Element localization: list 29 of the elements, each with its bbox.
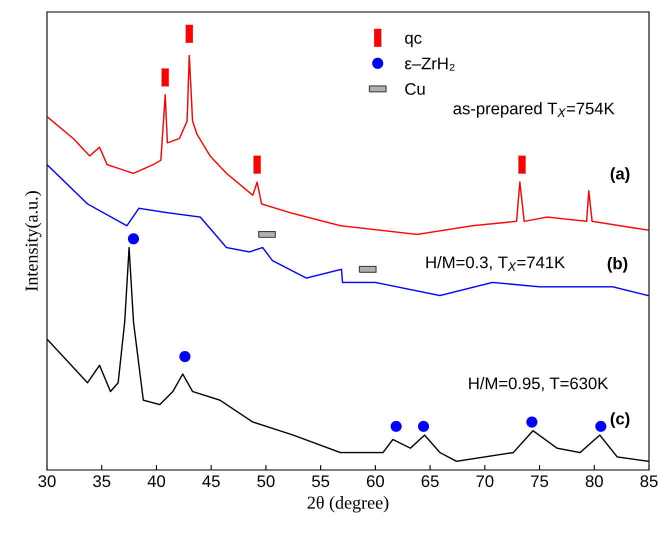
x-axis-title: 2θ (degree) (308, 496, 388, 512)
annotation: (b) (608, 257, 628, 273)
annotation: as-prepared T$_{X}$=754K (453, 102, 615, 118)
x-tick-label: 40 (148, 475, 166, 488)
legend-label: ε–ZrH₂ (404, 58, 455, 71)
annotation: (a) (610, 167, 630, 183)
x-tick-label: 70 (476, 475, 494, 488)
x-tick-label: 50 (257, 475, 275, 488)
x-tick-label: 80 (586, 475, 603, 488)
annotation: (c) (610, 412, 630, 428)
x-tick-label: 65 (422, 475, 439, 488)
point (595, 420, 606, 432)
point (526, 416, 538, 428)
x-tick-label: 35 (93, 475, 110, 488)
legend-label: Cu (405, 83, 425, 95)
x-tick-label: 60 (366, 475, 384, 488)
point (128, 233, 140, 244)
x-tick-label: 30 (38, 475, 56, 488)
point (390, 420, 402, 432)
annotation: H/M=0.95, T=630K (469, 377, 608, 392)
x-tick-label: 45 (202, 475, 220, 488)
x-tick-label: 85 (640, 475, 658, 488)
point (418, 420, 430, 432)
legend-label: qc (405, 34, 422, 48)
x-tick-label: 75 (531, 475, 548, 488)
annotation: H/M=0.3, T$_{X}$=741K (426, 256, 566, 271)
x-tick-label: 55 (312, 475, 330, 488)
point (179, 351, 190, 362)
y-axis-title: Intensity(a.u.) (25, 191, 42, 291)
